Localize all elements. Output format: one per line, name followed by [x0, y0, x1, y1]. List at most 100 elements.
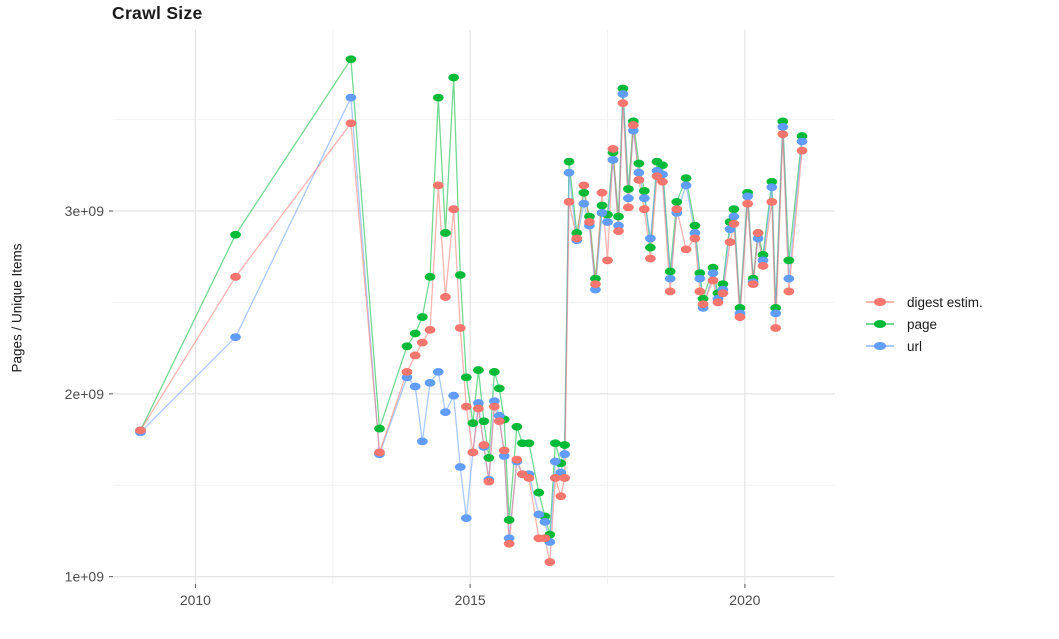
data-point [607, 155, 619, 164]
legend-item-digest-estim: digest estim. [866, 291, 983, 313]
data-point [770, 309, 782, 318]
data-point [657, 177, 668, 186]
data-point [777, 130, 789, 139]
data-point [734, 313, 746, 321]
data-point [374, 424, 385, 433]
data-point [493, 411, 505, 420]
data-point [483, 477, 495, 486]
x-tick-label: 2015 [455, 592, 486, 608]
data-point [578, 181, 590, 190]
data-point [742, 199, 754, 208]
data-point [544, 558, 556, 566]
data-point [498, 452, 510, 460]
gridlines-major [113, 30, 835, 584]
data-point [638, 194, 650, 203]
data-point [460, 373, 472, 382]
data-point [747, 280, 759, 289]
data-point [627, 126, 639, 135]
data-point [617, 99, 629, 108]
data-point [638, 186, 650, 195]
data-point [409, 382, 421, 391]
data-point [583, 212, 595, 221]
data-point [689, 229, 701, 237]
data-point [607, 144, 619, 153]
data-point [728, 205, 740, 214]
data-point [493, 384, 505, 393]
chart-title: Crawl Size [112, 3, 203, 23]
data-point [440, 408, 451, 417]
data-point [460, 402, 472, 411]
legend: digest estim. page url [866, 291, 983, 357]
data-point [717, 280, 729, 289]
data-point [503, 516, 515, 524]
data-point [555, 492, 567, 501]
data-point [796, 146, 808, 155]
data-point [440, 293, 451, 301]
data-point [549, 474, 561, 482]
series-line-digest-estim- [139, 103, 803, 563]
data-point [757, 261, 769, 270]
data-point [432, 368, 444, 376]
data-point [563, 157, 575, 166]
data-point [424, 272, 436, 281]
legend-label-url: url [907, 338, 923, 354]
data-point [454, 324, 466, 332]
data-point [613, 221, 624, 230]
data-point [578, 188, 590, 197]
data-point [697, 294, 709, 303]
data-point [770, 324, 782, 332]
data-point [533, 510, 545, 519]
data-point [694, 287, 706, 296]
data-point [633, 176, 645, 184]
data-point [539, 517, 551, 526]
data-point [707, 263, 719, 272]
data-point [549, 457, 561, 466]
data-point [664, 287, 676, 296]
data-point [724, 238, 736, 246]
data-point [478, 441, 490, 449]
data-point [707, 276, 719, 285]
data-point [777, 117, 789, 126]
data-point [230, 230, 241, 239]
data-point [448, 205, 460, 214]
data-point [644, 243, 656, 252]
data-point [623, 194, 634, 203]
data-point [345, 55, 357, 64]
data-point [697, 300, 709, 309]
data-point [549, 439, 561, 448]
x-tick-labels: 2010 2015 2020 [180, 592, 761, 608]
data-point [680, 245, 692, 254]
data-point [689, 221, 701, 230]
data-point [712, 298, 724, 307]
data-point [460, 514, 472, 523]
series-points-digest-estim- [135, 99, 808, 566]
data-point [707, 269, 719, 278]
legend-marker-url-icon [866, 339, 894, 353]
data-point [602, 256, 613, 265]
data-point [596, 208, 608, 217]
data-point [694, 274, 706, 283]
data-point [563, 168, 575, 177]
data-point [728, 212, 740, 221]
data-point [766, 183, 778, 192]
data-point [766, 177, 778, 186]
x-tick-label: 2010 [180, 592, 211, 608]
data-point [578, 199, 590, 208]
data-point [623, 203, 634, 212]
data-point [757, 250, 769, 259]
data-point [523, 474, 535, 482]
data-point [627, 121, 639, 129]
data-point [432, 93, 444, 102]
data-point [757, 256, 769, 265]
data-point [472, 366, 484, 374]
data-point [734, 304, 746, 312]
y-tick-label: 2e+09 [65, 386, 105, 402]
data-point [416, 437, 428, 446]
data-point [488, 397, 500, 406]
data-point [498, 446, 510, 455]
data-point [680, 174, 692, 182]
data-point [752, 234, 764, 243]
y-tick-label: 1e+09 [65, 569, 105, 585]
